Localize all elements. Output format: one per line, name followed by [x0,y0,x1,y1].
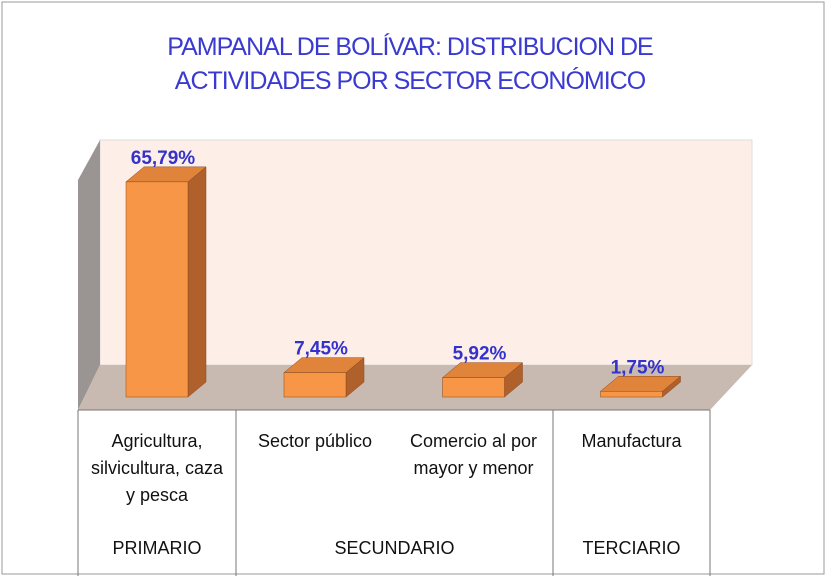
floor [78,365,752,410]
x-tick-label: Sector público [257,431,373,451]
table-lines [77,409,711,576]
bar-side [187,166,207,398]
group-label: SECUNDARIO [334,538,455,558]
data-label: 1,75% [611,357,665,378]
x-tick-label: Comercio al por mayor y menor [409,431,538,478]
x-tick-label: Manufactura [581,431,682,451]
data-label: 7,45% [294,339,348,360]
data-label: 65,79% [131,148,196,169]
group-label: TERCIARIO [582,538,681,558]
back-wall [99,139,753,366]
chart-title: PAMPANAL DE BOLÍVAR: DISTRIBUCION DE ACT… [167,33,653,95]
bar [283,372,347,398]
group-label: PRIMARIO [112,538,202,558]
data-label: 5,92% [453,344,507,365]
side-wall [78,140,100,410]
bar [125,181,189,398]
bar [600,391,663,398]
x-tick-label: Agricultura, silvicultura, caza y pesca [90,431,224,505]
bar [442,377,505,398]
